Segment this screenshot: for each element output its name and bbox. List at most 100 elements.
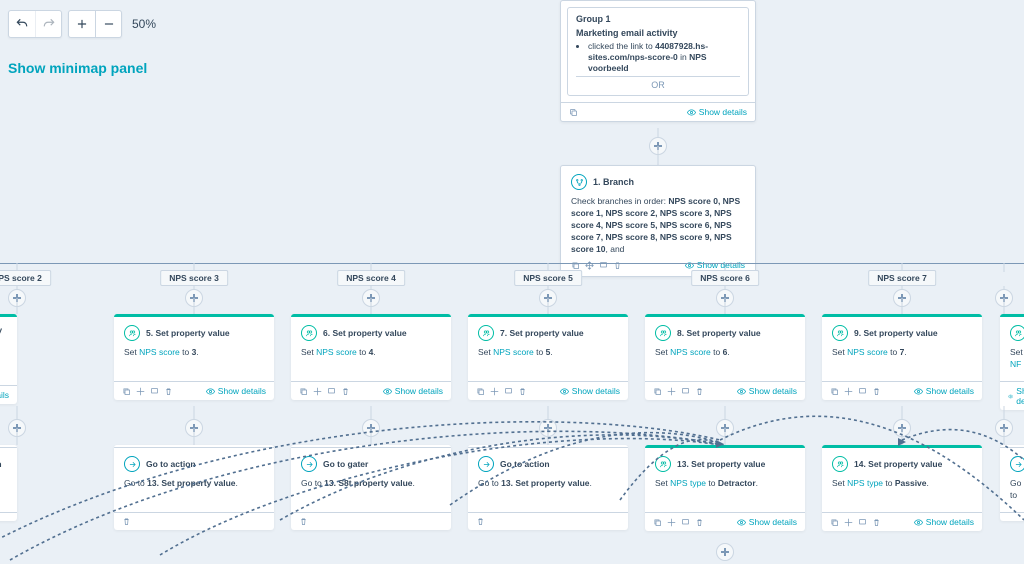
clone-icon[interactable] (569, 108, 578, 117)
branch-label[interactable]: NPS score 5 (514, 270, 582, 286)
clone-icon[interactable] (299, 387, 308, 396)
add-step-button[interactable] (716, 543, 734, 561)
action-card[interactable]: 13. Set property value Set NPS type to D… (645, 445, 805, 531)
card-title: Go to action (146, 459, 196, 469)
clone-icon[interactable] (653, 387, 662, 396)
clone-icon[interactable] (653, 518, 662, 527)
show-details-link[interactable]: Show details (737, 517, 797, 527)
card-actions (653, 518, 704, 527)
action-card[interactable]: Go to action Go to 13. Set property valu… (114, 445, 274, 530)
eye-icon (914, 387, 923, 396)
show-details-link[interactable]: Show details (383, 386, 443, 396)
trigger-card[interactable]: Group 1 Marketing email activity clicked… (560, 0, 756, 122)
show-details-link[interactable]: Show details (206, 386, 266, 396)
branch-card[interactable]: 1. Branch Check branches in order: NPS s… (560, 165, 756, 277)
delete-icon[interactable] (164, 387, 173, 396)
clone-icon[interactable] (830, 518, 839, 527)
card-actions (830, 518, 881, 527)
move-icon[interactable] (844, 518, 853, 527)
card-body: Set NF (1010, 347, 1024, 375)
card-body: Set NPS score to 7. (832, 347, 972, 375)
branch-label[interactable]: NPS score 2 (0, 270, 51, 286)
card-body: Set NPS type to Passive. (832, 478, 972, 506)
move-icon[interactable] (844, 387, 853, 396)
redo-button[interactable] (35, 11, 61, 37)
undo-redo-group (8, 10, 62, 38)
comment-icon[interactable] (681, 387, 690, 396)
delete-icon[interactable] (518, 387, 527, 396)
action-card[interactable]: 7. Set property value Set NPS score to 5… (468, 314, 628, 400)
property-icon (1010, 325, 1024, 341)
action-card[interactable]: Go to action Go to 13. Set property valu… (468, 445, 628, 530)
action-card[interactable]: Go to (1000, 445, 1024, 521)
move-icon[interactable] (667, 387, 676, 396)
comment-icon[interactable] (681, 518, 690, 527)
move-icon[interactable] (313, 387, 322, 396)
delete-icon[interactable] (122, 517, 131, 526)
zoom-level: 50% (132, 17, 156, 31)
eye-icon (560, 387, 569, 396)
show-details-link[interactable]: Show details (914, 517, 974, 527)
comment-icon[interactable] (150, 387, 159, 396)
branch-label[interactable]: NPS score 3 (160, 270, 228, 286)
delete-icon[interactable] (299, 517, 308, 526)
card-title: 9. Set property value (854, 328, 938, 338)
action-card[interactable]: 14. Set property value Set NPS type to P… (822, 445, 982, 531)
action-card[interactable]: Set NF Show details (1000, 314, 1024, 410)
show-details-link[interactable]: Show details (914, 386, 974, 396)
show-minimap-link[interactable]: Show minimap panel (8, 60, 147, 76)
move-icon[interactable] (136, 387, 145, 396)
card-body: Go to 13. Set property value. (478, 478, 618, 506)
clone-icon[interactable] (476, 387, 485, 396)
card-actions (476, 387, 527, 396)
delete-icon[interactable] (695, 518, 704, 527)
show-details-link[interactable]: Show details (737, 386, 797, 396)
comment-icon[interactable] (504, 387, 513, 396)
action-card[interactable]: 5. Set property value Set NPS score to 3… (114, 314, 274, 400)
comment-icon[interactable] (858, 387, 867, 396)
show-details-link[interactable]: Show details (687, 107, 747, 117)
undo-button[interactable] (9, 11, 35, 37)
zoom-out-button[interactable] (95, 11, 121, 37)
card-actions (122, 387, 173, 396)
card-body: Set NPS score to 4. (301, 347, 441, 375)
trigger-group-label: Group 1 (576, 14, 740, 24)
clone-icon[interactable] (122, 387, 131, 396)
zoom-in-button[interactable] (69, 11, 95, 37)
branch-body: Check branches in order: NPS score 0, NP… (571, 196, 745, 255)
delete-icon[interactable] (341, 387, 350, 396)
branch-label[interactable]: NPS score 6 (691, 270, 759, 286)
workflow-canvas[interactable]: Group 1 Marketing email activity clicked… (0, 0, 1024, 564)
property-icon (124, 325, 140, 341)
show-details-link[interactable]: Show details (685, 260, 745, 270)
branch-label[interactable]: NPS score 7 (868, 270, 936, 286)
show-details-link[interactable]: Show details (0, 390, 9, 400)
card-body: Go to (1010, 478, 1024, 506)
comment-icon[interactable] (327, 387, 336, 396)
comment-icon[interactable] (858, 518, 867, 527)
eye-icon (1008, 392, 1013, 401)
action-card[interactable]: Go to action erty value. (0, 445, 17, 521)
action-card[interactable]: Set property value y value Show details (0, 314, 17, 404)
delete-icon[interactable] (476, 517, 485, 526)
goto-icon (124, 456, 140, 472)
action-card[interactable]: 8. Set property value Set NPS score to 6… (645, 314, 805, 400)
card-actions (830, 387, 881, 396)
action-card[interactable]: 6. Set property value Set NPS score to 4… (291, 314, 451, 400)
show-details-link[interactable]: Show details (1008, 386, 1024, 406)
branch-label[interactable]: NPS score 4 (337, 270, 405, 286)
delete-icon[interactable] (872, 518, 881, 527)
move-icon[interactable] (667, 518, 676, 527)
delete-icon[interactable] (695, 387, 704, 396)
eye-icon (383, 387, 392, 396)
goto-icon (1010, 456, 1024, 472)
action-card[interactable]: Go to gater Go to 13. S8t property value… (291, 445, 451, 530)
delete-icon[interactable] (872, 387, 881, 396)
move-icon[interactable] (490, 387, 499, 396)
action-card[interactable]: 9. Set property value Set NPS score to 7… (822, 314, 982, 400)
card-title: Go to action (0, 459, 2, 469)
clone-icon[interactable] (830, 387, 839, 396)
card-title: 13. Set property value (677, 459, 765, 469)
show-details-link[interactable]: Show details (560, 386, 620, 396)
branch-icon (571, 174, 587, 190)
